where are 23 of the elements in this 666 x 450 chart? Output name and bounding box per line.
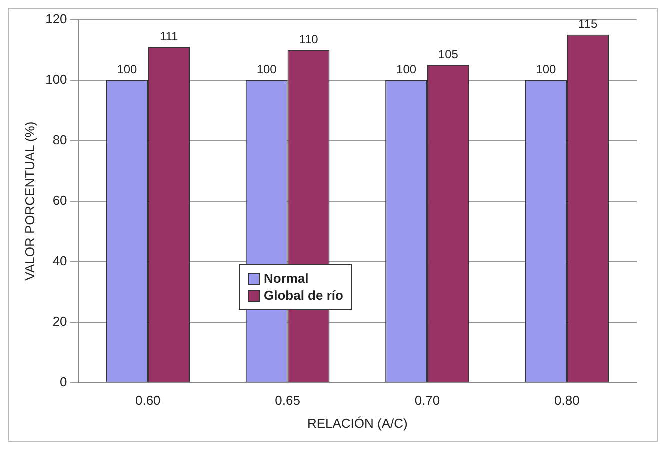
data-label: 105 xyxy=(438,47,459,62)
x-tick-label: 0.80 xyxy=(554,393,580,408)
data-label: 100 xyxy=(117,62,138,77)
data-label: 110 xyxy=(299,32,319,46)
y-tick-label: 80 xyxy=(52,132,68,148)
y-tick-label: 100 xyxy=(46,72,68,87)
legend-label: Normal xyxy=(264,271,309,286)
data-label: 100 xyxy=(256,62,278,77)
y-tick-label: 60 xyxy=(52,192,68,208)
y-tick-label: 40 xyxy=(52,253,68,268)
y-tick-label: 120 xyxy=(46,11,68,26)
data-label: 100 xyxy=(536,62,557,77)
legend-label: Global de río xyxy=(264,288,344,303)
x-tick-label: 0.70 xyxy=(414,393,440,408)
y-tick-label: 0 xyxy=(60,374,68,390)
y-axis-title: VALOR PORCENTUAL (%) xyxy=(22,122,38,281)
x-axis-title: RELACIÓN (A/C) xyxy=(307,416,408,431)
data-label: 111 xyxy=(160,29,179,44)
x-tick-label: 0.65 xyxy=(275,393,300,408)
x-tick-label: 0.60 xyxy=(135,393,161,408)
data-label: 100 xyxy=(396,62,417,77)
y-tick-label: 20 xyxy=(52,314,68,329)
data-label: 115 xyxy=(578,17,598,32)
